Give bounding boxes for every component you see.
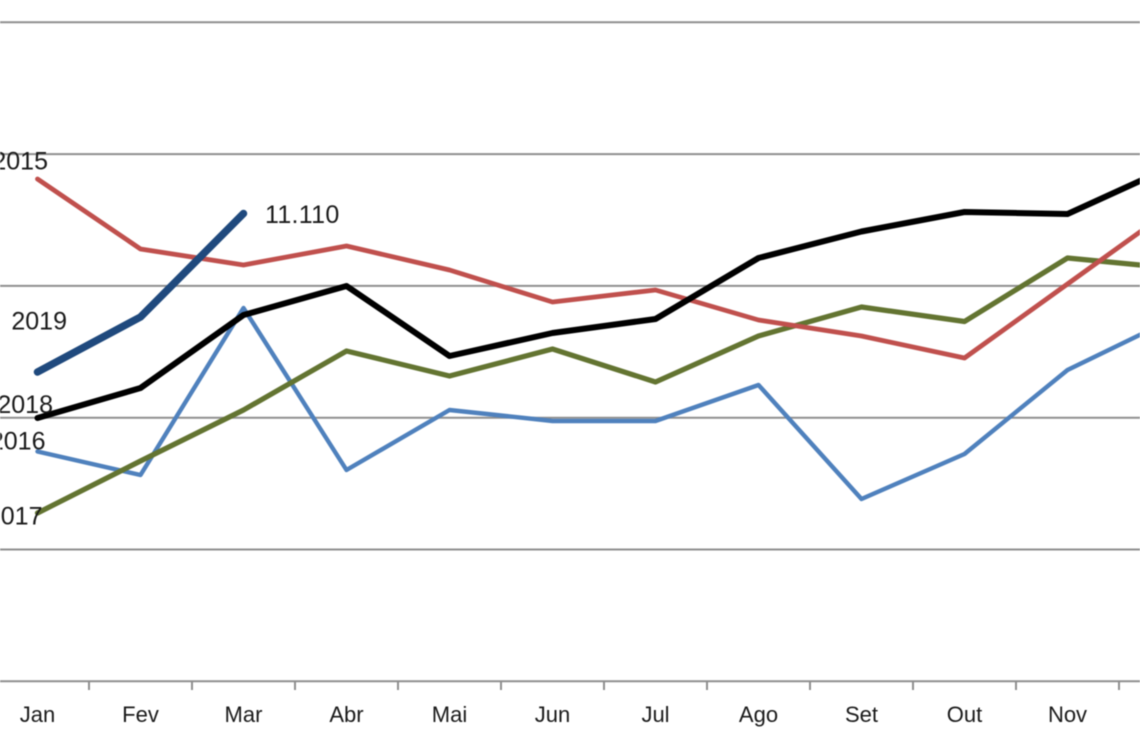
svg-text:2019: 2019 (11, 308, 67, 336)
svg-text:Mar: Mar (225, 702, 263, 727)
svg-text:2017: 2017 (0, 503, 43, 531)
svg-text:11.110: 11.110 (265, 201, 340, 229)
svg-text:Set: Set (845, 702, 878, 727)
svg-text:Fev: Fev (122, 702, 159, 727)
svg-text:Jun: Jun (535, 702, 570, 727)
svg-text:Jan: Jan (20, 702, 55, 727)
svg-text:2016: 2016 (0, 428, 46, 456)
svg-text:Jul: Jul (641, 702, 669, 727)
svg-text:Out: Out (947, 702, 982, 727)
svg-text:2015: 2015 (0, 148, 48, 176)
svg-text:Ago: Ago (739, 702, 778, 727)
svg-text:Abr: Abr (329, 702, 363, 727)
svg-text:2018: 2018 (0, 391, 53, 419)
svg-text:Mai: Mai (432, 702, 467, 727)
svg-text:Nov: Nov (1048, 702, 1087, 727)
